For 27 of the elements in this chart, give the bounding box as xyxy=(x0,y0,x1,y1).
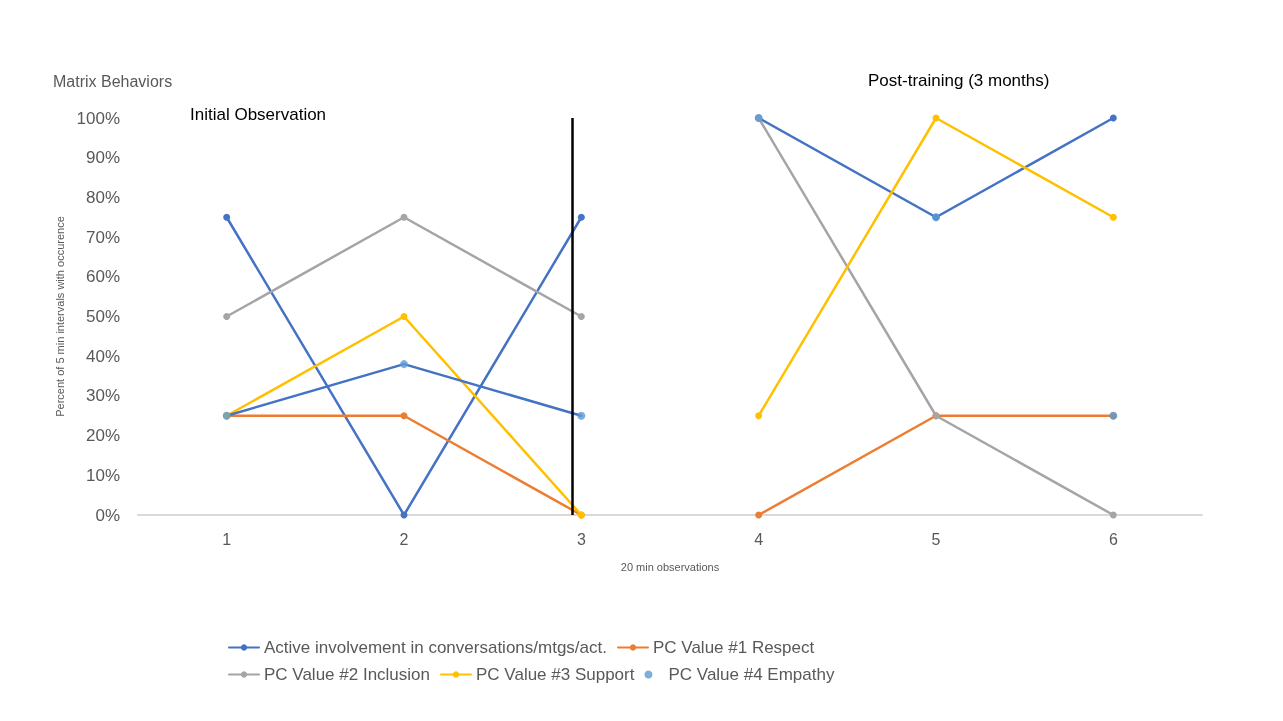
x-tick-label: 1 xyxy=(222,530,232,548)
y-tick-label: 10% xyxy=(85,465,120,485)
y-tick-label: 50% xyxy=(85,307,120,326)
text: Post-training (3 months) xyxy=(868,71,1050,90)
x-tick-label: 5 xyxy=(931,530,941,548)
x-tick-label: 6 xyxy=(1108,530,1118,548)
legend-label: PC Value #4 Empathy xyxy=(668,665,835,684)
chart-title: Matrix Behaviors xyxy=(53,72,173,90)
y-tick-label: 20% xyxy=(85,426,120,446)
y-tick-label: 70% xyxy=(85,227,120,247)
legend-label: PC Value #2 Inclusion xyxy=(264,665,431,684)
y-tick-label: 40% xyxy=(85,346,120,366)
y-tick-label: 100% xyxy=(76,108,120,128)
y-tick-label: 30% xyxy=(85,386,120,406)
y-tick-label: 0% xyxy=(95,505,120,525)
y-axis-title: Percent of 5 min intervals with occurence xyxy=(54,216,67,417)
y-tick-label: 80% xyxy=(85,187,120,207)
annotation: Initial Observation xyxy=(190,105,327,124)
legend-label: PC Value #1 Respect xyxy=(652,638,815,657)
x-axis-title: 20 min observations xyxy=(620,560,720,573)
y-tick-label: 60% xyxy=(85,267,120,287)
legend-label: PC Value #3 Support xyxy=(476,665,635,684)
x-tick-label: 3 xyxy=(576,530,586,548)
x-tick-label: 2 xyxy=(399,530,409,548)
legend-label: Active involvement in conversations/mtgs/act. xyxy=(264,638,607,657)
y-tick-label: 90% xyxy=(85,148,120,168)
x-tick-label: 4 xyxy=(754,530,764,548)
